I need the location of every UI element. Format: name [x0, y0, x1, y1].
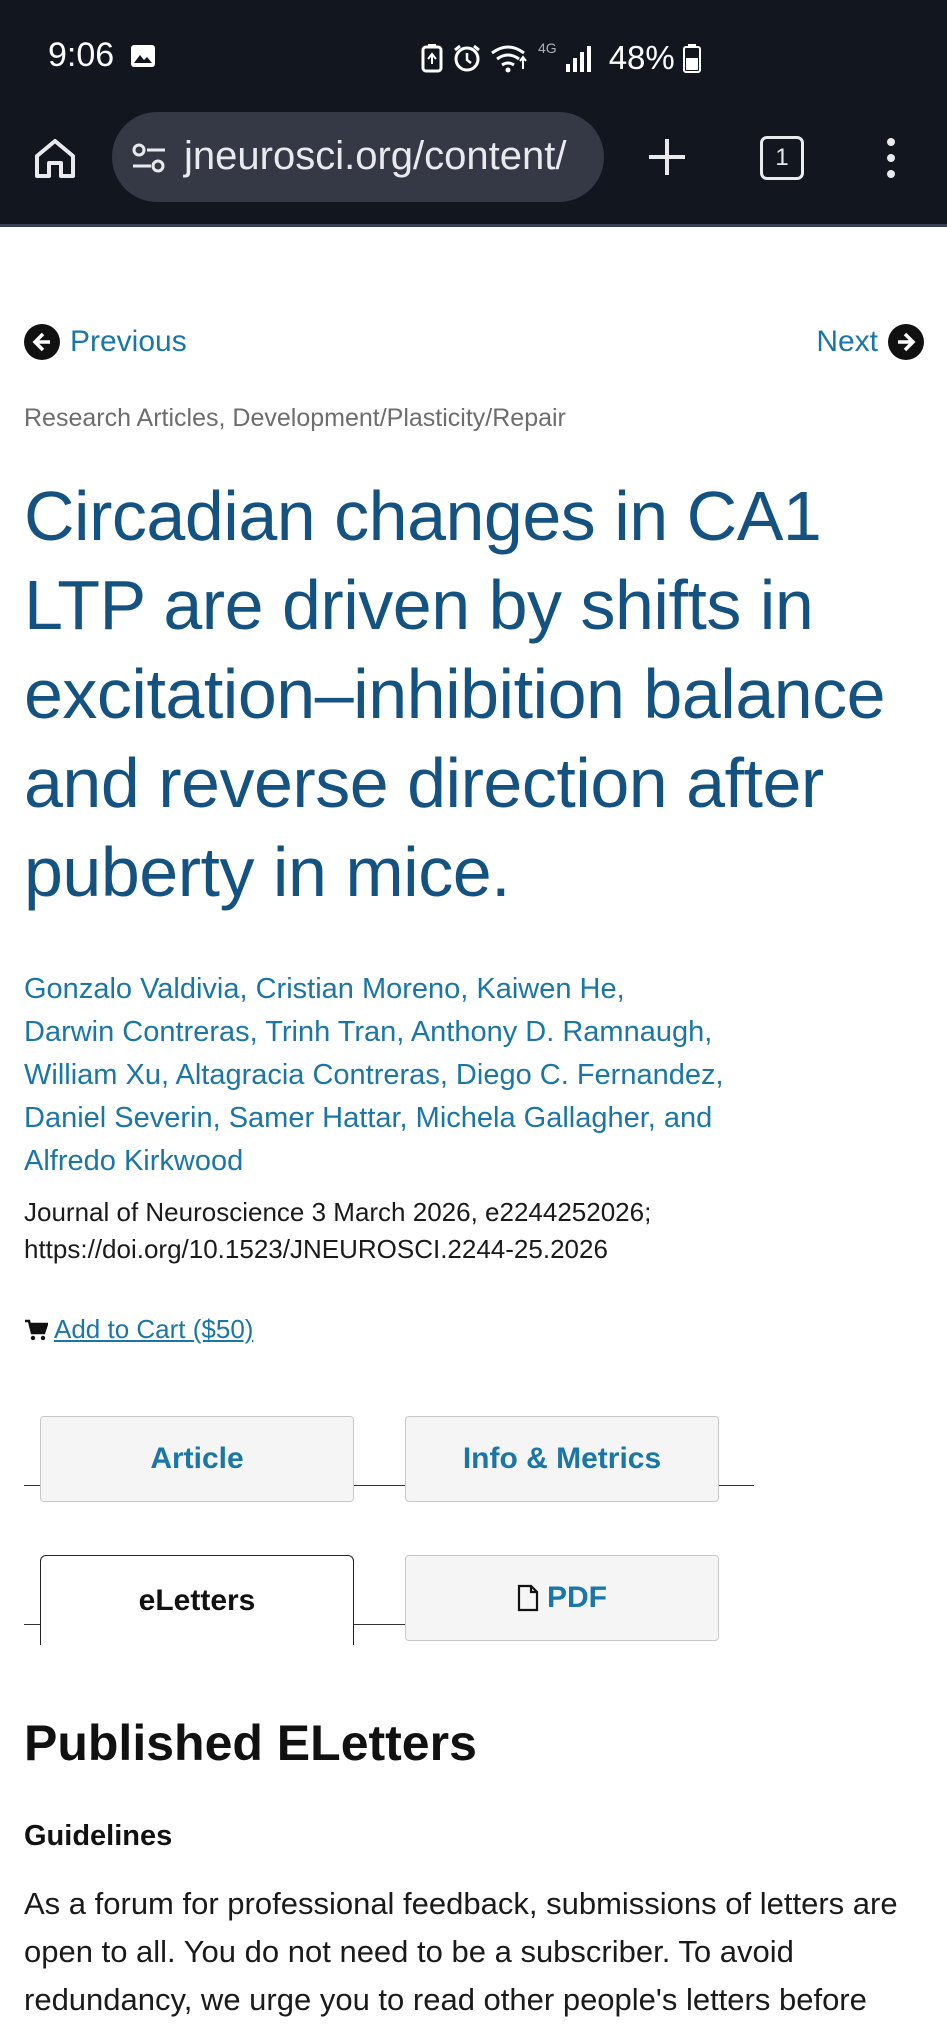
- url-text[interactable]: jneurosci.org/content/: [184, 134, 567, 178]
- next-article-link[interactable]: Next: [816, 324, 924, 360]
- tab-pdf-label: PDF: [547, 1581, 607, 1614]
- journal-citation: Journal of Neuroscience 3 March 2026, e2…: [24, 1197, 652, 1227]
- battery-percent: 48%: [608, 39, 675, 76]
- cart-icon: [25, 1319, 48, 1340]
- add-to-cart-link[interactable]: Add to Cart ($50): [24, 1314, 253, 1345]
- battery-saver-icon: [421, 44, 443, 73]
- address-bar[interactable]: jneurosci.org/content/: [112, 112, 604, 202]
- author-line[interactable]: Daniel Severin, Samer Hattar, Michela Ga…: [24, 1102, 713, 1134]
- tab-switcher-button[interactable]: 1: [760, 136, 804, 180]
- author-line[interactable]: Gonzalo Valdivia, Cristian Moreno, Kaiwe…: [24, 973, 625, 1005]
- tab-eletters[interactable]: eLetters: [40, 1555, 354, 1645]
- tab-pdf[interactable]: PDF: [405, 1555, 719, 1641]
- author-line[interactable]: Darwin Contreras, Trinh Tran, Anthony D.…: [24, 1016, 713, 1048]
- arrow-right-circle-icon: [888, 324, 924, 360]
- article-pager: Previous Next: [24, 324, 924, 368]
- article-title: Circadian changes in CA1 LTP are driven …: [24, 477, 886, 911]
- document-icon: [517, 1584, 539, 1612]
- guidelines-heading: Guidelines: [24, 1820, 173, 1852]
- browser-toolbar: jneurosci.org/content/ 1: [0, 110, 947, 227]
- site-settings-icon[interactable]: [130, 141, 168, 175]
- tab-info-metrics[interactable]: Info & Metrics: [405, 1416, 719, 1502]
- author-list: Gonzalo Valdivia, Cristian Moreno, Kaiwe…: [24, 968, 824, 1183]
- add-to-cart-label: Add to Cart ($50): [54, 1314, 254, 1344]
- article-tabs-row-1: Article Info & Metrics: [24, 1416, 754, 1508]
- status-icons: 4G 48%: [420, 38, 701, 78]
- author-line[interactable]: Alfredo Kirkwood: [24, 1145, 244, 1177]
- home-icon[interactable]: [32, 135, 78, 181]
- tab-article[interactable]: Article: [40, 1416, 354, 1502]
- more-options-icon[interactable]: [876, 136, 906, 180]
- network-type-label: 4G: [538, 40, 557, 56]
- alarm-icon: [454, 44, 480, 72]
- previous-article-link[interactable]: Previous: [24, 324, 187, 360]
- signal-strength-icon: [565, 46, 591, 72]
- article-citation: Journal of Neuroscience 3 March 2026, e2…: [24, 1194, 924, 1268]
- battery-icon: [682, 44, 701, 73]
- author-line[interactable]: William Xu, Altagracia Contreras, Diego …: [24, 1059, 724, 1091]
- tab-baseline: [24, 1485, 754, 1486]
- previous-label: Previous: [70, 325, 187, 358]
- new-tab-icon[interactable]: [644, 134, 690, 180]
- arrow-left-circle-icon: [24, 324, 60, 360]
- status-time: 9:06: [48, 36, 115, 74]
- article-tabs-row-2: eLetters: [24, 1555, 406, 1647]
- doi-link[interactable]: https://doi.org/10.1523/JNEUROSCI.2244-2…: [24, 1234, 608, 1264]
- eletters-heading: Published ELetters: [24, 1715, 477, 1771]
- wifi-calling-icon: [491, 45, 527, 73]
- guidelines-text: As a forum for professional feedback, su…: [24, 1886, 898, 2017]
- next-label: Next: [816, 325, 878, 358]
- gallery-notification-icon: [131, 45, 155, 67]
- article-category: Research Articles, Development/Plasticit…: [24, 404, 566, 432]
- status-bar: 9:06 4G 48%: [0, 0, 947, 110]
